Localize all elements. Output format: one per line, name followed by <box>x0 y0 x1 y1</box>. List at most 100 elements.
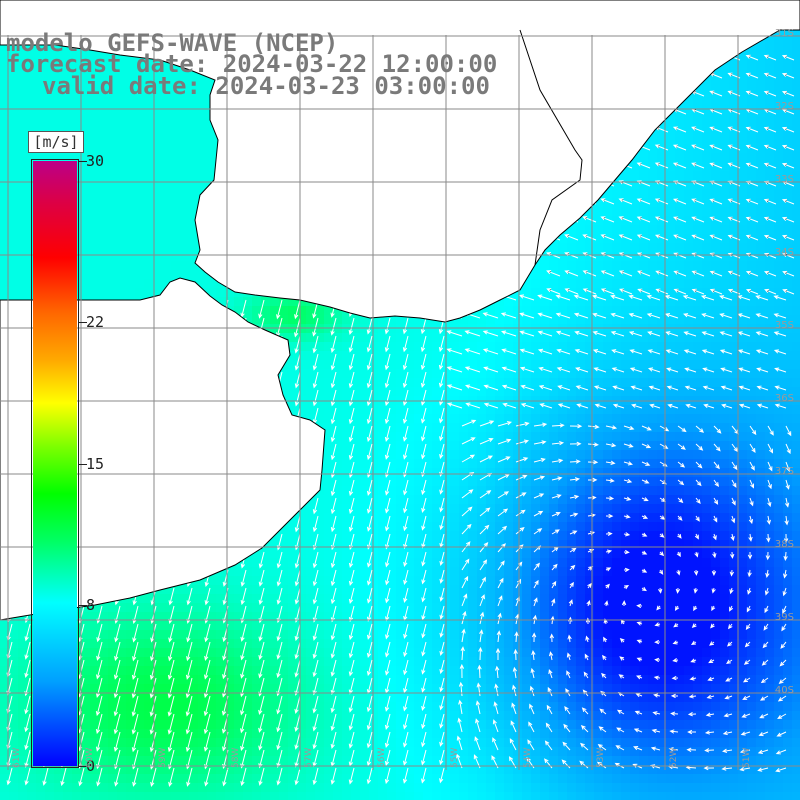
wind-arrow <box>646 313 661 319</box>
wind-arrow <box>421 443 427 460</box>
longitude-label: 59W <box>158 747 168 768</box>
wind-arrow <box>294 371 301 389</box>
wind-arrow <box>24 695 31 715</box>
wind-arrow <box>348 767 355 785</box>
wind-arrow <box>403 497 409 514</box>
wind-arrow <box>664 313 679 319</box>
wind-arrow <box>775 767 787 773</box>
wind-arrow <box>420 371 427 389</box>
wind-arrow <box>438 335 445 353</box>
wind-arrow <box>533 440 547 445</box>
wind-arrow <box>774 403 787 409</box>
wind-arrow <box>348 551 355 568</box>
wind-arrow <box>605 513 614 519</box>
wind-arrow <box>628 331 643 337</box>
wind-arrow <box>515 457 529 463</box>
wind-arrow <box>544 758 553 769</box>
wind-arrow <box>276 749 283 768</box>
colorbar-tick-mark <box>79 322 87 324</box>
wind-arrow <box>439 767 445 784</box>
wind-arrow <box>492 737 499 751</box>
wind-arrow <box>439 497 445 513</box>
wind-arrow <box>720 385 733 391</box>
border-line <box>519 29 583 266</box>
wind-arrow <box>294 389 301 407</box>
wind-arrow <box>777 695 787 702</box>
wind-arrow <box>584 653 589 661</box>
wind-arrow <box>673 622 679 628</box>
wind-arrow <box>782 270 795 277</box>
wind-arrow <box>421 533 427 549</box>
wind-arrow <box>569 512 579 517</box>
wind-arrow <box>761 659 769 666</box>
wind-arrow <box>557 385 571 391</box>
wind-arrow <box>497 577 504 589</box>
wind-arrow <box>366 407 373 425</box>
wind-arrow <box>641 532 648 537</box>
wind-arrow <box>654 234 669 241</box>
wind-arrow <box>713 515 718 523</box>
wind-arrow <box>683 349 697 355</box>
wind-arrow <box>131 731 139 753</box>
wind-arrow <box>673 288 687 295</box>
wind-arrow <box>659 551 665 557</box>
wind-arrow <box>641 586 647 592</box>
wind-arrow <box>765 569 770 578</box>
wind-arrow <box>113 659 121 680</box>
wind-arrow <box>782 288 795 295</box>
wind-arrow <box>533 597 538 607</box>
wind-arrow <box>576 403 589 409</box>
wind-arrow <box>478 646 483 661</box>
wind-arrow <box>203 659 211 680</box>
wind-arrow <box>722 748 733 753</box>
wind-arrow <box>623 496 632 501</box>
wind-arrow <box>402 731 409 748</box>
wind-arrow <box>519 312 535 319</box>
wind-arrow <box>24 659 31 679</box>
wind-arrow <box>636 621 643 626</box>
wind-arrow <box>348 317 355 336</box>
wind-arrow <box>691 126 705 133</box>
wind-arrow <box>439 443 445 460</box>
wind-arrow <box>95 677 103 698</box>
wind-arrow <box>402 371 409 389</box>
wind-arrow <box>738 385 751 391</box>
wind-arrow <box>96 623 103 643</box>
wind-arrow <box>330 551 337 569</box>
wind-arrow <box>580 742 589 751</box>
wind-arrow <box>312 515 319 533</box>
wind-arrow <box>131 713 139 735</box>
wind-arrow <box>479 611 485 625</box>
wind-arrow <box>744 641 751 648</box>
wind-arrow <box>701 349 715 355</box>
wind-arrow <box>533 510 544 517</box>
wind-arrow <box>439 695 445 711</box>
wind-arrow <box>654 622 661 627</box>
wind-arrow <box>745 252 759 259</box>
wind-arrow <box>240 659 247 679</box>
wind-arrow <box>533 579 539 589</box>
latitude-label: 31S <box>774 28 794 39</box>
colorbar-tick-mark <box>79 604 87 606</box>
wind-arrow <box>763 144 777 151</box>
wind-arrow <box>330 767 337 785</box>
wind-arrow <box>515 492 527 499</box>
coastline <box>0 0 800 621</box>
wind-arrow <box>497 456 511 463</box>
wind-arrow <box>366 623 373 640</box>
longitude-label: 58W <box>231 747 241 768</box>
wind-arrow <box>719 349 733 355</box>
wind-arrow <box>167 695 175 717</box>
wind-arrow <box>258 551 265 569</box>
wind-arrow <box>764 587 770 596</box>
wind-arrow <box>767 425 774 436</box>
wind-arrow <box>573 294 589 301</box>
wind-arrow <box>741 713 751 718</box>
wind-arrow <box>691 198 705 205</box>
wind-arrow <box>24 731 31 751</box>
wind-arrow <box>258 299 265 319</box>
wind-arrow <box>555 294 571 301</box>
wind-arrow <box>439 641 445 657</box>
wind-arrow <box>203 731 211 752</box>
wind-arrow <box>186 641 193 662</box>
